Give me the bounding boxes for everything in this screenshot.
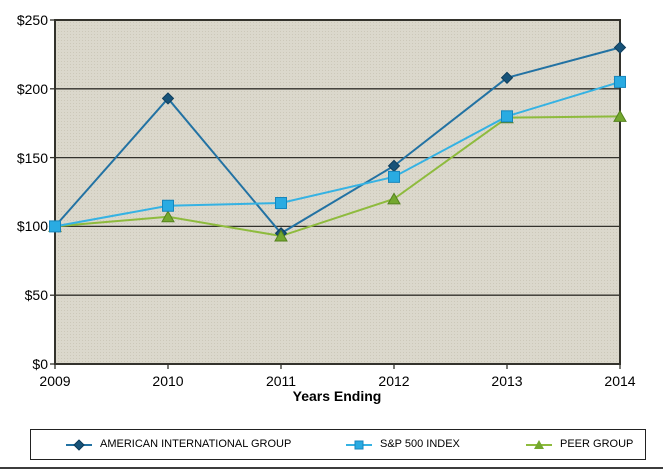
x-axis-title: Years Ending <box>292 388 382 404</box>
y-axis-label: $100 <box>16 218 48 235</box>
y-axis-label: $50 <box>24 287 48 304</box>
legend: AMERICAN INTERNATIONAL GROUP S&P 500 IND… <box>30 429 646 460</box>
legend-line-sample <box>526 439 552 449</box>
x-axis-label: 2012 <box>378 373 410 389</box>
y-axis-label: $250 <box>16 12 48 28</box>
x-axis-label: 2011 <box>265 373 297 389</box>
y-axis-label: $200 <box>16 80 48 97</box>
square-icon <box>354 440 364 449</box>
x-axis-label: 2009 <box>39 373 71 389</box>
diamond-icon <box>73 438 85 451</box>
y-axis-label: $0 <box>32 356 48 372</box>
bottom-divider <box>0 467 663 469</box>
legend-line-sample <box>346 440 372 449</box>
legend-label: PEER GROUP <box>560 438 634 450</box>
legend-item-peer: PEER GROUP <box>526 430 633 459</box>
legend-label: AMERICAN INTERNATIONAL GROUP <box>100 438 292 450</box>
legend-item-sp500: S&P 500 INDEX <box>346 430 460 459</box>
legend-item-aig: AMERICAN INTERNATIONAL GROUP <box>66 430 291 459</box>
triangle-icon <box>534 439 544 449</box>
legend-label: S&P 500 INDEX <box>380 438 460 450</box>
legend-line-sample <box>66 438 92 451</box>
x-axis-label: 2014 <box>604 373 636 389</box>
x-axis-label: 2010 <box>152 373 184 389</box>
y-axis-label: $150 <box>16 149 48 166</box>
x-axis-label: 2013 <box>491 373 523 389</box>
